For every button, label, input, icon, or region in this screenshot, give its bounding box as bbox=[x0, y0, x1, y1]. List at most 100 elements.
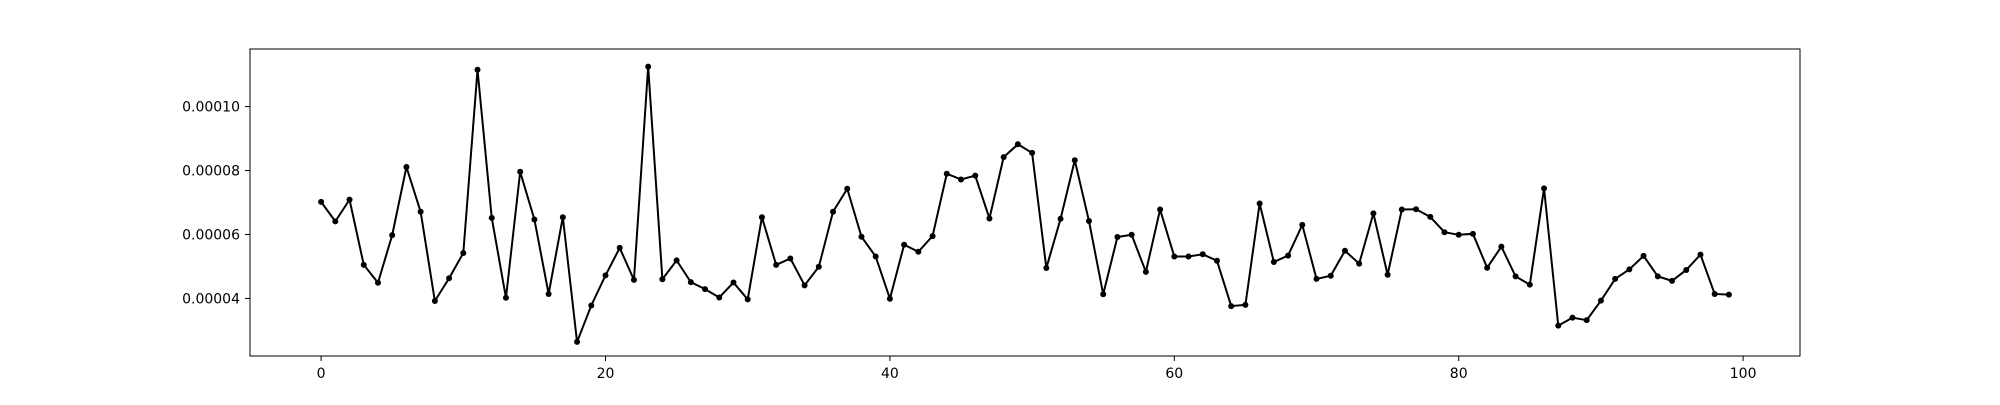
data-point bbox=[1270, 258, 1277, 265]
x-tick-label: 40 bbox=[881, 366, 899, 382]
y-tick-label: 0.00010 bbox=[182, 100, 240, 116]
data-point bbox=[773, 261, 780, 268]
data-point bbox=[1370, 210, 1377, 217]
data-point bbox=[1213, 257, 1220, 264]
data-point bbox=[1512, 273, 1519, 280]
data-point bbox=[787, 255, 794, 262]
data-point bbox=[858, 233, 865, 240]
data-point bbox=[559, 214, 566, 221]
x-tick-label: 100 bbox=[1730, 366, 1757, 382]
data-point bbox=[1669, 277, 1676, 284]
data-point bbox=[673, 257, 680, 264]
data-point bbox=[801, 282, 808, 289]
data-point bbox=[1341, 247, 1348, 254]
data-point bbox=[1413, 206, 1420, 213]
data-point bbox=[1057, 215, 1064, 222]
data-point bbox=[318, 198, 325, 205]
data-point bbox=[531, 216, 538, 223]
data-point bbox=[1654, 273, 1661, 280]
series-layer bbox=[318, 63, 1732, 345]
data-point bbox=[431, 297, 438, 304]
data-point bbox=[1085, 218, 1092, 225]
data-point bbox=[1327, 272, 1334, 279]
data-point bbox=[1199, 251, 1206, 258]
data-point bbox=[1029, 149, 1036, 156]
data-point bbox=[545, 290, 552, 297]
data-point bbox=[886, 295, 893, 302]
y-tick-label: 0.00006 bbox=[182, 227, 240, 243]
data-point bbox=[1014, 141, 1021, 148]
data-point bbox=[1384, 271, 1391, 278]
data-point bbox=[332, 218, 339, 225]
data-point bbox=[958, 176, 965, 183]
data-point bbox=[1142, 268, 1149, 275]
data-point bbox=[1128, 231, 1135, 238]
data-point bbox=[844, 185, 851, 192]
data-point bbox=[687, 279, 694, 286]
data-point bbox=[716, 294, 723, 301]
data-point bbox=[474, 66, 481, 73]
data-point bbox=[1114, 234, 1121, 241]
data-point bbox=[1469, 230, 1476, 237]
data-point bbox=[389, 232, 396, 239]
data-point bbox=[1071, 157, 1078, 164]
data-point bbox=[574, 338, 581, 345]
data-point bbox=[346, 196, 353, 203]
data-point bbox=[602, 272, 609, 279]
data-point bbox=[1185, 253, 1192, 260]
data-point bbox=[1427, 213, 1434, 220]
data-point bbox=[1526, 281, 1533, 288]
data-point bbox=[517, 168, 524, 175]
data-point bbox=[1242, 301, 1249, 308]
data-point bbox=[1583, 317, 1590, 324]
data-point bbox=[1597, 297, 1604, 304]
data-point bbox=[616, 244, 623, 251]
data-point bbox=[403, 164, 410, 171]
x-tick-label: 20 bbox=[597, 366, 615, 382]
data-point bbox=[1100, 291, 1107, 298]
data-point bbox=[360, 261, 367, 268]
data-point bbox=[943, 170, 950, 177]
y-tick-label: 0.00004 bbox=[182, 291, 240, 307]
data-point bbox=[1725, 291, 1732, 298]
data-point bbox=[1711, 290, 1718, 297]
data-point bbox=[915, 248, 922, 255]
data-point bbox=[588, 302, 595, 309]
data-point bbox=[488, 214, 495, 221]
data-point bbox=[1555, 322, 1562, 329]
y-tick-label: 0.00008 bbox=[182, 164, 240, 180]
data-point bbox=[901, 241, 908, 248]
data-point bbox=[1398, 206, 1405, 213]
x-tick-label: 60 bbox=[1165, 366, 1183, 382]
y-axis: 0.00004 0.00006 0.00008 0.00010 bbox=[182, 100, 250, 307]
data-point bbox=[986, 215, 993, 222]
data-point bbox=[1228, 303, 1235, 310]
data-point bbox=[1683, 266, 1690, 273]
data-point bbox=[1441, 229, 1448, 236]
data-point bbox=[630, 276, 637, 283]
plot-area bbox=[249, 48, 1801, 357]
data-point bbox=[374, 279, 381, 286]
data-point bbox=[460, 250, 467, 257]
data-point bbox=[929, 233, 936, 240]
data-point bbox=[744, 296, 751, 303]
x-axis: 0 20 40 60 80 100 bbox=[317, 356, 1757, 382]
data-point bbox=[1697, 251, 1704, 258]
x-tick-label: 80 bbox=[1450, 366, 1468, 382]
data-point bbox=[872, 253, 879, 260]
data-point bbox=[645, 63, 652, 70]
data-point bbox=[758, 214, 765, 221]
data-point bbox=[1313, 275, 1320, 282]
data-point bbox=[1541, 185, 1548, 192]
data-point bbox=[1498, 243, 1505, 250]
data-point bbox=[1157, 206, 1164, 213]
data-point bbox=[830, 208, 837, 215]
data-point bbox=[502, 294, 509, 301]
data-point bbox=[1455, 231, 1462, 238]
data-point bbox=[815, 263, 822, 270]
data-point bbox=[972, 172, 979, 179]
data-point bbox=[446, 275, 453, 282]
data-point bbox=[1569, 314, 1576, 321]
